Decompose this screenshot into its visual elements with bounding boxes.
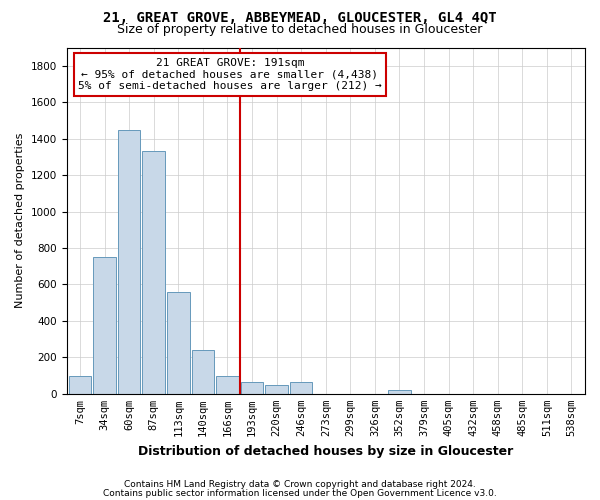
Text: Contains public sector information licensed under the Open Government Licence v3: Contains public sector information licen… [103, 489, 497, 498]
Bar [69, 376, 91, 394]
X-axis label: Distribution of detached houses by size in Gloucester: Distribution of detached houses by size … [138, 444, 514, 458]
Text: Contains HM Land Registry data © Crown copyright and database right 2024.: Contains HM Land Registry data © Crown c… [124, 480, 476, 489]
Bar [191, 350, 214, 394]
Bar [118, 130, 140, 394]
Bar [388, 390, 411, 394]
Bar [94, 257, 116, 394]
Bar [290, 382, 313, 394]
Bar [142, 152, 165, 394]
Bar [167, 292, 190, 394]
Bar [265, 384, 288, 394]
Bar [241, 382, 263, 394]
Text: Size of property relative to detached houses in Gloucester: Size of property relative to detached ho… [118, 22, 482, 36]
Y-axis label: Number of detached properties: Number of detached properties [15, 133, 25, 308]
Text: 21 GREAT GROVE: 191sqm
← 95% of detached houses are smaller (4,438)
5% of semi-d: 21 GREAT GROVE: 191sqm ← 95% of detached… [78, 58, 382, 91]
Text: 21, GREAT GROVE, ABBEYMEAD, GLOUCESTER, GL4 4QT: 21, GREAT GROVE, ABBEYMEAD, GLOUCESTER, … [103, 11, 497, 25]
Bar [216, 376, 239, 394]
